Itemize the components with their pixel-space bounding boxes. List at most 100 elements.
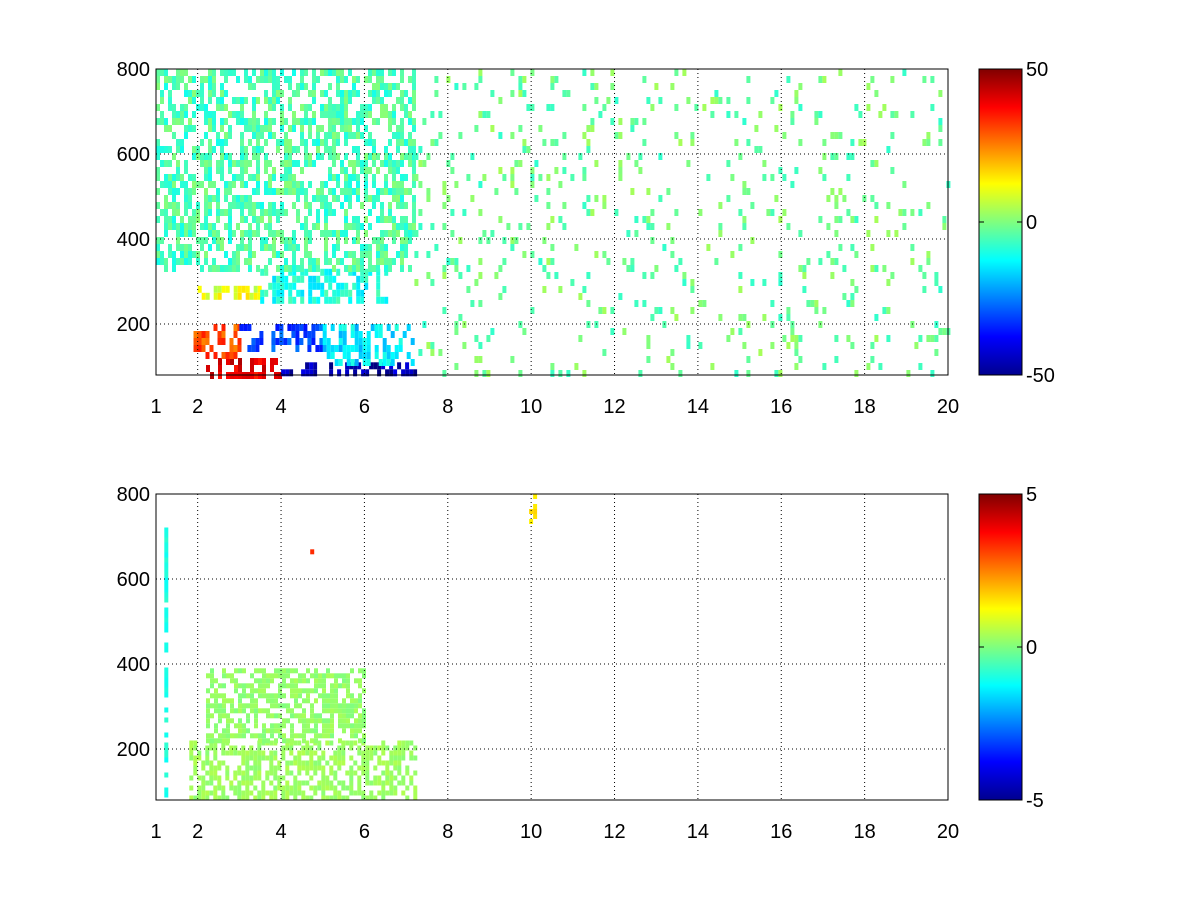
heatmap-cell (361, 795, 366, 801)
heatmap-cell (630, 265, 635, 272)
heatmap-cell (176, 139, 180, 146)
heatmap-cell (333, 785, 338, 791)
heatmap-cell (269, 740, 274, 746)
heatmap-cell (830, 153, 835, 160)
heatmap-cell (205, 745, 210, 751)
heatmap-cell (208, 181, 212, 188)
heatmap-cell (392, 216, 396, 223)
heatmap-cell (320, 111, 324, 118)
heatmap-cell (297, 770, 302, 776)
heatmap-cell (237, 292, 242, 300)
heatmap-cell (574, 363, 579, 370)
heatmap-cell (261, 780, 266, 786)
heatmap-cell (281, 369, 286, 377)
heatmap-cell (358, 338, 363, 345)
heatmap-cell (349, 785, 354, 791)
heatmap-cell (248, 160, 252, 167)
heatmap-cell (232, 251, 236, 258)
heatmap-cell (256, 174, 260, 181)
heatmap-cell (280, 265, 284, 272)
heatmap-cell (388, 202, 392, 209)
heatmap-cell (742, 118, 747, 125)
heatmap-cell (412, 153, 416, 160)
heatmap-cell (200, 139, 204, 146)
heatmap-cell (393, 760, 398, 766)
heatmap-cell (486, 237, 491, 244)
heatmap-cell (213, 785, 218, 791)
heatmap-cell (322, 728, 326, 734)
heatmap-cell (248, 174, 252, 181)
heatmap-cell (426, 153, 431, 160)
heatmap-cell (242, 693, 246, 699)
heatmap-cell (650, 272, 655, 279)
heatmap-cell (882, 307, 887, 314)
heatmap-cell (360, 251, 364, 258)
heatmap-cell (388, 188, 392, 195)
heatmap-cell (358, 678, 362, 684)
heatmap-cell (714, 97, 719, 104)
heatmap-cell (292, 251, 296, 258)
heatmap-cell (260, 69, 264, 76)
heatmap-cell (156, 83, 160, 90)
heatmap-cell (253, 795, 258, 801)
heatmap-cell (180, 118, 184, 125)
heatmap-cell (518, 370, 523, 377)
heatmap-cell (272, 296, 277, 304)
heatmap-cell (313, 770, 318, 776)
heatmap-cell (214, 688, 218, 694)
heatmap-cell (200, 160, 204, 167)
heatmap-cell (300, 275, 305, 283)
heatmap-cell (240, 118, 244, 125)
heatmap-cell (264, 265, 268, 272)
heatmap-cell (352, 167, 356, 174)
heatmap-cell (316, 209, 320, 216)
heatmap-cell (372, 160, 376, 167)
heatmap-cell (302, 673, 306, 679)
heatmap-cell (400, 118, 404, 125)
heatmap-cell (382, 359, 387, 366)
x-tick-label: 6 (359, 821, 370, 843)
heatmap-cell (252, 174, 256, 181)
heatmap-cell (393, 765, 398, 771)
heatmap-cell (409, 369, 414, 377)
heatmap-cell (245, 770, 250, 776)
heatmap-cell (312, 76, 316, 83)
heatmap-cell (250, 733, 254, 739)
heatmap-cell (204, 216, 208, 223)
heatmap-cell (430, 111, 435, 118)
heatmap-cell (226, 738, 230, 744)
heatmap-cell (392, 230, 396, 237)
heatmap-cell (244, 125, 248, 132)
heatmap-cell (926, 139, 931, 146)
heatmap-cell (368, 265, 372, 272)
heatmap-cell (205, 292, 210, 300)
heatmap-cell (670, 237, 675, 244)
heatmap-cell (910, 258, 915, 265)
heatmap-cell (412, 76, 416, 83)
heatmap-cell (233, 292, 238, 300)
heatmap-cell (478, 258, 483, 265)
heatmap-cell (301, 750, 306, 756)
heatmap-cell (290, 683, 294, 689)
heatmap-cell (297, 760, 302, 766)
heatmap-cell (397, 770, 402, 776)
heatmap-cell (393, 775, 398, 781)
heatmap-cell (334, 673, 338, 679)
heatmap-cell (404, 139, 408, 146)
heatmap-cell (156, 153, 160, 160)
colorbar-gradient (978, 68, 1023, 376)
heatmap-cell (164, 562, 169, 568)
heatmap-cell (217, 775, 222, 781)
heatmap-cell (357, 745, 362, 751)
y-tick-label: 800 (117, 59, 150, 81)
heatmap-cell (602, 349, 607, 356)
heatmap-cell (438, 349, 443, 356)
heatmap-cell (376, 97, 380, 104)
heatmap-cell (384, 90, 388, 97)
heatmap-cell (385, 369, 390, 377)
heatmap-cell (354, 338, 359, 345)
heatmap-cell (361, 750, 366, 756)
heatmap-cell (337, 745, 342, 751)
heatmap-cell (300, 76, 304, 83)
heatmap-cell (369, 745, 374, 751)
